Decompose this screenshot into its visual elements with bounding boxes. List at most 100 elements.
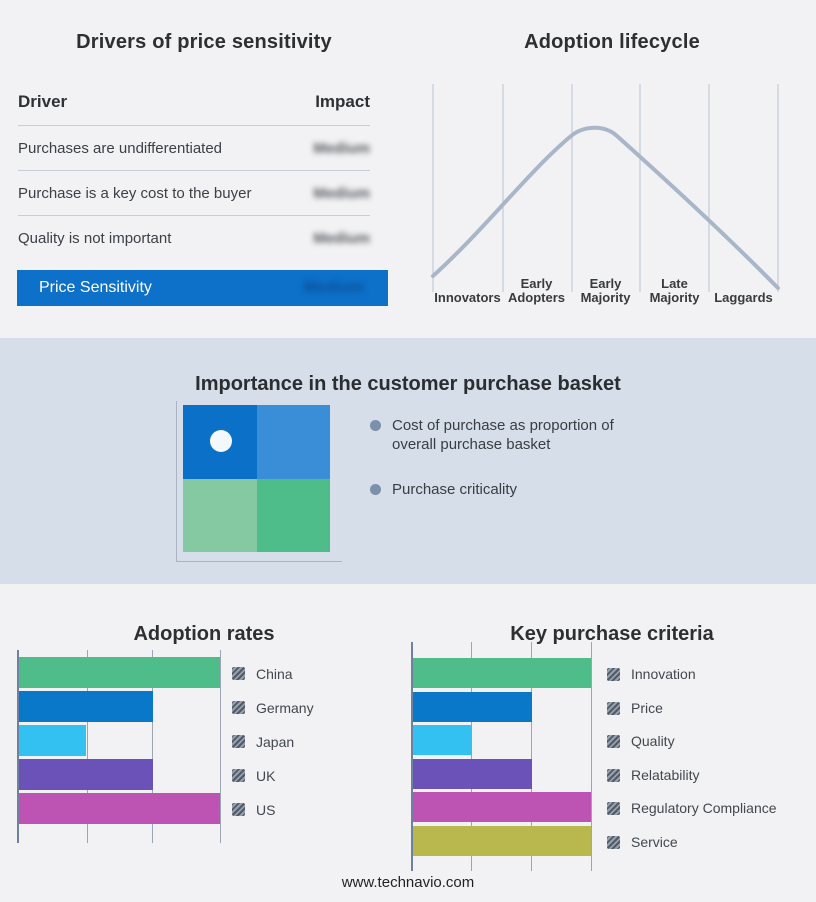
bullet-icon — [370, 420, 381, 431]
bar-japan — [19, 725, 86, 756]
bar-china — [19, 657, 220, 688]
legend-label: Relatability — [631, 767, 700, 783]
bullet-text: Purchase criticality — [392, 481, 518, 499]
quadrant-cell-top-right — [256, 405, 330, 479]
legend-label: Regulatory Compliance — [631, 800, 777, 816]
y-axis — [411, 642, 413, 871]
bullet-icon — [370, 484, 381, 496]
hatched-swatch-icon — [607, 801, 620, 815]
price-sensitivity-value-blurred: Medium — [303, 279, 364, 296]
legend-item: Regulatory Compliance — [607, 800, 777, 816]
bar-uk — [19, 759, 153, 790]
hatched-swatch-icon — [607, 835, 620, 849]
hatched-swatch-icon — [607, 667, 620, 681]
lifecycle-chart — [431, 84, 780, 292]
driver-cell: Purchase is a key cost to the buyer — [18, 184, 252, 202]
impact-cell-blurred: Medium — [313, 139, 370, 157]
lifecycle-stage-labels: Innovators Early Adopters Early Majority… — [408, 268, 816, 306]
basket-bullet-list: Cost of purchase as proportion of overal… — [370, 416, 640, 526]
drivers-table: Driver Impact Purchases are undifferenti… — [18, 92, 370, 260]
adoption-rates-title: Adoption rates — [133, 622, 275, 645]
hatched-swatch-icon — [232, 803, 245, 816]
gridline — [87, 650, 88, 843]
price-sensitivity-label: Price Sensitivity — [39, 279, 152, 296]
hatched-swatch-icon — [607, 734, 620, 748]
hatched-swatch-icon — [232, 701, 245, 714]
legend-item: US — [232, 802, 275, 818]
bar-regulatory-compliance — [413, 792, 591, 822]
driver-cell: Purchases are undifferentiated — [18, 139, 223, 157]
bar-relatability — [413, 759, 532, 789]
quadrant-y-axis — [176, 401, 177, 562]
key-purchase-criteria-title: Key purchase criteria — [510, 622, 714, 645]
gridline — [591, 642, 592, 871]
column-impact: Impact — [315, 92, 370, 111]
stage-label: Early Majority — [580, 275, 631, 306]
legend-item: Quality — [607, 733, 675, 749]
drivers-title: Drivers of price sensitivity — [76, 30, 332, 53]
bar-price — [413, 692, 532, 722]
hatched-swatch-icon — [232, 769, 245, 782]
bar-germany — [19, 691, 153, 722]
hatched-swatch-icon — [607, 768, 620, 782]
legend-label: UK — [256, 767, 276, 784]
legend-label: Japan — [256, 733, 295, 750]
legend-item: Relatability — [607, 767, 699, 783]
legend-item: Japan — [232, 734, 294, 750]
stage-label: Early Adopters — [507, 275, 566, 306]
bell-curve — [431, 125, 780, 290]
website-url: www.technavio.com — [341, 874, 475, 891]
legend-label: Price — [631, 700, 663, 716]
legend-item: UK — [232, 768, 275, 784]
lifecycle-title: Adoption lifecycle — [524, 30, 700, 53]
purchase-basket-band: Importance in the customer purchase bask… — [0, 338, 816, 584]
y-axis — [17, 650, 19, 843]
legend-label: US — [256, 801, 276, 818]
gridline — [152, 650, 153, 843]
legend-label: China — [256, 665, 293, 682]
table-row: Purchase is a key cost to the buyer Medi… — [18, 171, 370, 216]
hatched-swatch-icon — [232, 667, 245, 680]
legend-item: China — [232, 666, 293, 682]
position-dot — [210, 430, 232, 452]
stage-label: Laggards — [714, 290, 773, 306]
hatched-swatch-icon — [232, 735, 245, 748]
gridline — [531, 642, 532, 871]
table-row: Purchases are undifferentiated Medium — [18, 126, 370, 171]
quadrant-cell-top-left — [183, 405, 257, 479]
price-sensitivity-bar: Price Sensitivity Medium — [17, 270, 388, 306]
bar-quality — [413, 725, 472, 755]
quadrant-cell-bottom-left — [183, 478, 257, 552]
driver-cell: Quality is not important — [18, 229, 172, 247]
legend-label: Innovation — [631, 666, 696, 682]
key-purchase-criteria-chart: Innovation Price Quality Relatability Regula… — [408, 636, 816, 881]
bar-service — [413, 826, 591, 856]
drivers-table-header: Driver Impact — [18, 92, 370, 126]
legend-item: Germany — [232, 700, 314, 716]
column-driver: Driver — [18, 92, 68, 111]
lifecycle-gridlines — [432, 84, 779, 292]
gridline — [471, 642, 472, 871]
legend-item: Innovation — [607, 666, 696, 682]
basket-title: Importance in the customer purchase bask… — [195, 372, 621, 395]
quadrant-chart — [183, 405, 330, 552]
impact-cell-blurred: Medium — [313, 184, 370, 202]
legend-item: Service — [607, 834, 678, 850]
stage-label: Innovators — [434, 290, 501, 306]
gridline — [220, 650, 221, 843]
legend-label: Service — [631, 834, 678, 850]
bullet-text: Cost of purchase as proportion of overal… — [392, 417, 614, 454]
legend-label: Germany — [256, 699, 314, 716]
quadrant-cell-bottom-right — [256, 478, 330, 552]
adoption-rates-chart: China Germany Japan UK US — [0, 640, 408, 850]
quadrant-x-axis — [176, 561, 342, 562]
bar-us — [19, 793, 220, 824]
stage-label: Late Majority — [649, 275, 700, 306]
impact-cell-blurred: Medium — [313, 229, 370, 247]
legend-label: Quality — [631, 733, 675, 749]
bullet-item: Purchase criticality — [370, 480, 640, 499]
bar-innovation — [413, 658, 591, 688]
hatched-swatch-icon — [607, 701, 620, 715]
table-row: Quality is not important Medium — [18, 216, 370, 260]
